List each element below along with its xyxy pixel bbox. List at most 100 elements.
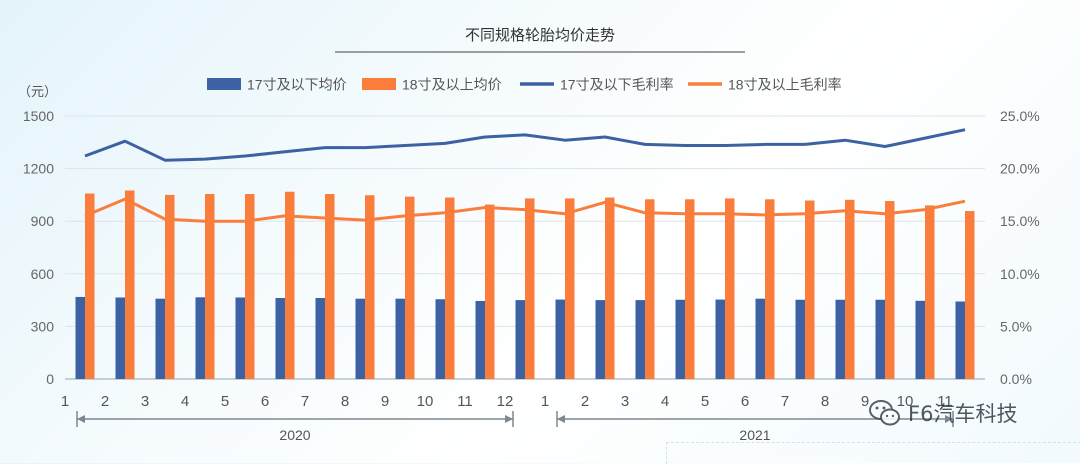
y-left-tick-label: 0 (46, 371, 54, 387)
x-tick-label: 1 (541, 393, 549, 410)
y-right-tick-label: 25.0% (1000, 108, 1040, 124)
year-label: 2020 (279, 427, 310, 443)
bar-17-and-below-price (956, 302, 966, 379)
x-tick-label: 6 (741, 393, 749, 410)
bar-18-and-above-price (845, 200, 855, 379)
year-bracket-arrow (505, 415, 513, 423)
wechat-icon (868, 398, 902, 428)
bar-17-and-below-price (116, 297, 126, 379)
bar-18-and-above-price (485, 205, 495, 379)
bar-18-and-above-price (805, 201, 815, 379)
year-bracket-arrow (557, 415, 565, 423)
x-tick-label: 8 (821, 393, 829, 410)
watermark-text: F6汽车科技 (908, 398, 1017, 428)
bar-17-and-below-price (596, 300, 606, 379)
bar-18-and-above-price (725, 198, 735, 379)
x-tick-label: 10 (417, 393, 434, 410)
x-tick-label: 3 (141, 393, 149, 410)
bar-17-and-below-price (196, 297, 206, 379)
y-left-tick-label: 300 (31, 318, 55, 334)
legend: 17寸及以下均价 18寸及以上均价 17寸及以下毛利率 18寸及以上毛利率 (207, 77, 842, 93)
y-right-tick-label: 0.0% (1000, 371, 1032, 387)
legend-swatch (362, 78, 396, 90)
bar-17-and-below-price (436, 299, 446, 379)
x-tick-label: 1 (61, 393, 69, 410)
bar-18-and-above-price (325, 194, 335, 379)
y-axis-left: 0 300 600 900 1200 1500 (23, 108, 54, 387)
bar-18-and-above-price (365, 195, 375, 379)
x-tick-label: 2 (581, 393, 589, 410)
bar-17-and-below-price (876, 300, 886, 379)
x-tick-label: 5 (701, 393, 709, 410)
x-tick-label: 8 (341, 393, 349, 410)
bar-17-and-below-price (676, 300, 686, 379)
bar-17-and-below-price (276, 298, 286, 379)
y-left-tick-label: 900 (31, 213, 55, 229)
year-groups: 2020 2021 (77, 411, 953, 443)
bar-18-and-above-price (125, 191, 135, 379)
y-left-tick-label: 1500 (23, 108, 54, 124)
bar-17-and-below-price (636, 300, 646, 379)
bar-18-and-above-price (285, 192, 295, 379)
legend-label: 17寸及以下毛利率 (560, 77, 674, 93)
bar-18-and-above-price (965, 211, 975, 379)
y-right-tick-label: 10.0% (1000, 266, 1040, 282)
legend-swatch (207, 78, 241, 90)
bar-17-and-below-price (396, 299, 406, 379)
bar-18-and-above-price (765, 199, 775, 379)
line-17-and-below-margin (85, 130, 965, 161)
bar-18-and-above-price (685, 199, 695, 379)
bar-17-and-below-price (796, 300, 806, 379)
x-tick-label: 12 (497, 393, 514, 410)
legend-label: 18寸及以上毛利率 (728, 77, 842, 93)
bar-18-and-above-price (645, 199, 655, 379)
x-tick-label: 7 (301, 393, 309, 410)
watermark: F6汽车科技 (868, 398, 1017, 428)
y-right-tick-label: 20.0% (1000, 161, 1040, 177)
x-tick-label: 2 (101, 393, 109, 410)
x-tick-label: 9 (381, 393, 389, 410)
bars (76, 191, 975, 379)
legend-label: 18寸及以上均价 (402, 77, 502, 93)
bar-18-and-above-price (565, 198, 575, 379)
legend-label: 17寸及以下均价 (247, 77, 347, 93)
bar-17-and-below-price (476, 301, 486, 379)
bar-18-and-above-price (525, 198, 535, 379)
decorative-box (666, 442, 1080, 464)
year-label: 2021 (739, 427, 770, 443)
bar-17-and-below-price (556, 300, 566, 379)
x-tick-label: 4 (181, 393, 189, 410)
x-tick-label: 6 (261, 393, 269, 410)
y-right-tick-label: 15.0% (1000, 213, 1040, 229)
bar-17-and-below-price (516, 300, 526, 379)
bar-17-and-below-price (236, 297, 246, 379)
bar-17-and-below-price (756, 299, 766, 379)
y-axis-left-unit: （元） (18, 84, 57, 99)
bar-17-and-below-price (156, 299, 166, 379)
year-bracket-arrow (77, 415, 85, 423)
y-right-tick-label: 5.0% (1000, 318, 1032, 334)
bar-17-and-below-price (836, 300, 846, 379)
bar-18-and-above-price (925, 205, 935, 379)
bar-17-and-below-price (916, 301, 926, 379)
bar-18-and-above-price (85, 193, 95, 379)
bar-18-and-above-price (165, 195, 175, 379)
bar-17-and-below-price (316, 298, 326, 379)
y-left-tick-label: 600 (31, 266, 55, 282)
bar-18-and-above-price (405, 197, 415, 379)
bar-17-and-below-price (356, 299, 366, 379)
y-axis-right: 0.0% 5.0% 10.0% 15.0% 20.0% 25.0% (1000, 108, 1040, 387)
bar-18-and-above-price (445, 198, 455, 379)
bar-17-and-below-price (716, 300, 726, 379)
x-tick-label: 11 (457, 393, 473, 410)
y-left-tick-label: 1200 (23, 161, 54, 177)
bar-18-and-above-price (885, 201, 895, 379)
x-tick-label: 7 (781, 393, 789, 410)
x-tick-label: 3 (621, 393, 629, 410)
chart-title: 不同规格轮胎均价走势 (465, 27, 615, 44)
bar-17-and-below-price (76, 297, 86, 379)
x-tick-label: 5 (221, 393, 229, 410)
bar-18-and-above-price (605, 198, 615, 379)
